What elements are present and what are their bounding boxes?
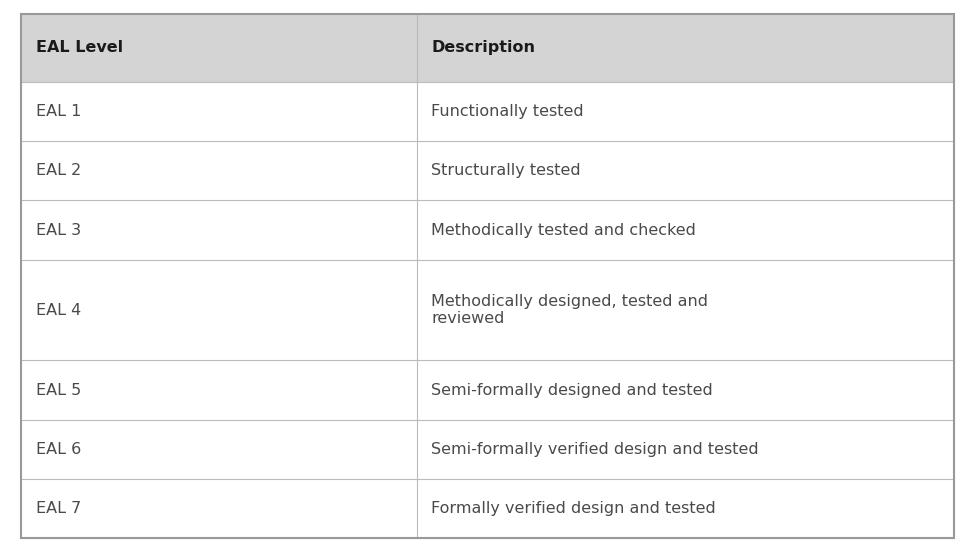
Bar [21, 141, 954, 200]
Text: Methodically tested and checked: Methodically tested and checked [431, 222, 696, 237]
Bar [21, 200, 954, 259]
Text: Semi-formally designed and tested: Semi-formally designed and tested [431, 383, 713, 397]
Text: Semi-formally verified design and tested: Semi-formally verified design and tested [431, 442, 759, 457]
Text: EAL 6: EAL 6 [36, 442, 81, 457]
Text: Formally verified design and tested: Formally verified design and tested [431, 501, 716, 516]
Bar [21, 14, 954, 82]
Text: EAL 5: EAL 5 [36, 383, 81, 397]
Bar [21, 82, 954, 141]
Bar [21, 479, 954, 538]
Text: EAL 3: EAL 3 [36, 222, 81, 237]
Text: Description: Description [431, 40, 535, 55]
Text: EAL 4: EAL 4 [36, 302, 81, 317]
Text: EAL Level: EAL Level [36, 40, 123, 55]
Text: EAL 2: EAL 2 [36, 163, 81, 178]
Bar [21, 259, 954, 360]
Text: Functionally tested: Functionally tested [431, 104, 584, 119]
Text: EAL 7: EAL 7 [36, 501, 81, 516]
Bar [21, 360, 954, 420]
Text: EAL 1: EAL 1 [36, 104, 82, 119]
Bar [21, 420, 954, 479]
Text: Methodically designed, tested and
reviewed: Methodically designed, tested and review… [431, 294, 708, 326]
Text: Structurally tested: Structurally tested [431, 163, 581, 178]
